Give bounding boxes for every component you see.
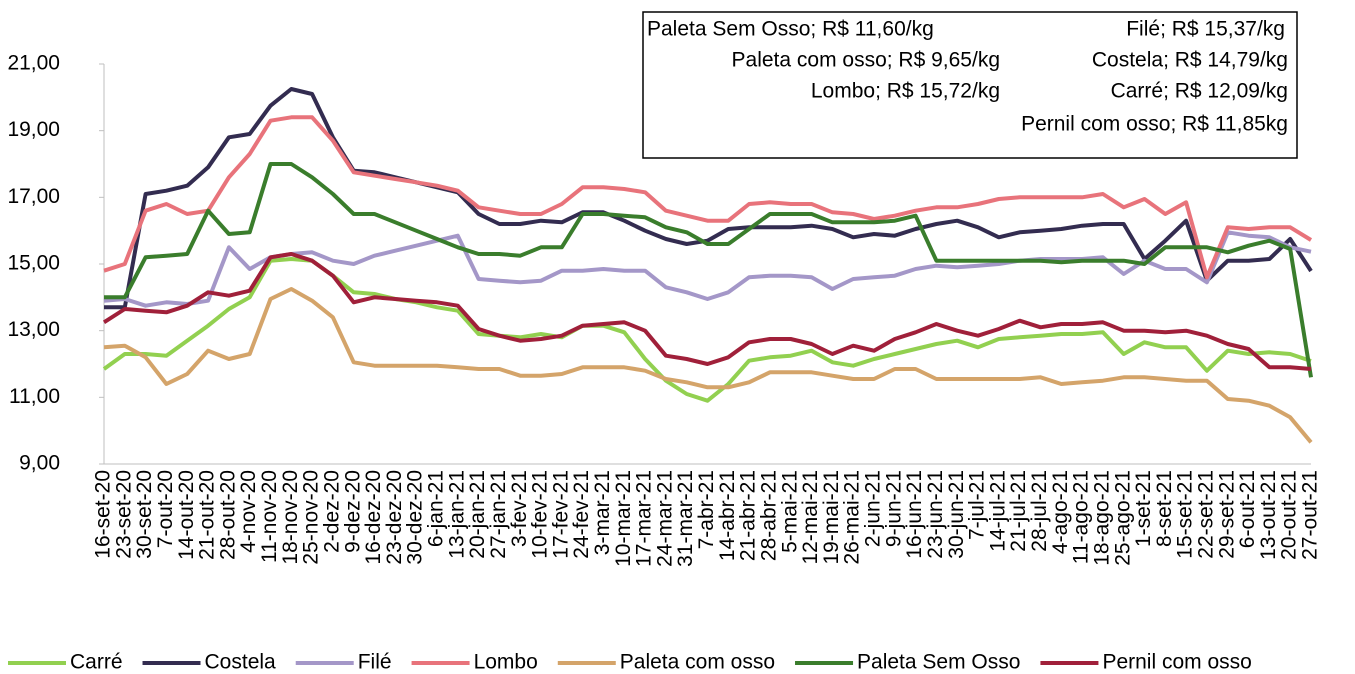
annotation: Pernil com osso; R$ 11,85kg (1021, 113, 1288, 136)
x-tick-label: 11-nov-20 (258, 470, 281, 563)
x-tick-label: 20-jan-21 (466, 470, 489, 559)
x-tick-label: 6-out-21 (1236, 470, 1259, 548)
x-tick-label: 30-jun-21 (945, 470, 968, 559)
y-tick-label: 13,00 (7, 318, 60, 341)
x-tick-label: 13-out-21 (1257, 470, 1280, 560)
x-tick-label: 9-jun-21 (882, 470, 905, 547)
x-tick-label: 30-dez-20 (404, 470, 427, 565)
legend-label: Paleta Sem Osso (857, 651, 1020, 674)
x-tick-label: 21-jul-21 (1007, 470, 1030, 552)
annotation: Costela; R$ 14,79/kg (1092, 49, 1288, 72)
x-tick-label: 25-ago-21 (1111, 470, 1134, 566)
x-tick-label: 16-set-20 (92, 470, 115, 559)
y-tick-label: 17,00 (7, 185, 60, 208)
y-tick-label: 11,00 (9, 385, 60, 408)
series-line (104, 162, 1313, 378)
x-tick-label: 28-jul-21 (1028, 470, 1051, 552)
x-tick-label: 14-abr-21 (716, 470, 739, 561)
x-tick-label: 12-mai-21 (799, 470, 822, 565)
x-tick-label: 17-fev-21 (549, 470, 572, 559)
x-tick-label: 3-fev-21 (508, 470, 531, 547)
legend-label: Carré (70, 651, 123, 674)
x-tick-label: 28-abr-21 (757, 470, 780, 561)
annotation: Paleta Sem Osso; R$ 11,60/kg (647, 18, 934, 41)
x-tick-label: 10-mar-21 (612, 470, 635, 567)
series-line (103, 230, 1312, 308)
x-tick-label: 27-out-21 (1299, 470, 1322, 560)
x-tick-label: 7-jul-21 (966, 470, 989, 540)
x-tick-label: 21-out-20 (196, 470, 219, 560)
x-tick-label: 18-nov-20 (279, 470, 302, 565)
x-tick-label: 16-dez-20 (362, 470, 385, 565)
x-tick-label: 18-ago-21 (1090, 470, 1113, 566)
annotation: Filé; R$ 15,37/kg (1126, 18, 1285, 41)
x-tick-label: 22-set-21 (1194, 470, 1217, 559)
x-tick-label: 23-jun-21 (924, 470, 947, 559)
x-tick-label: 2-dez-20 (320, 470, 343, 553)
x-tick-label: 10-fev-21 (529, 470, 552, 559)
legend-label: Costela (205, 651, 277, 674)
legend-label: Paleta com osso (620, 651, 775, 674)
x-tick-label: 2-jun-21 (862, 470, 885, 547)
x-tick-label: 16-jun-21 (903, 470, 926, 559)
x-tick-label: 21-abr-21 (737, 470, 760, 561)
y-tick-label: 15,00 (7, 252, 60, 275)
x-tick-label: 14-out-20 (175, 470, 198, 560)
x-tick-label: 19-mai-21 (820, 470, 843, 565)
annotation: Paleta com osso; R$ 9,65/kg (732, 49, 1000, 72)
series-line (103, 115, 1313, 280)
x-tick-label: 9-dez-20 (341, 470, 364, 553)
legend-label: Pernil com osso (1102, 651, 1251, 674)
x-tick-label: 7-out-20 (154, 470, 177, 548)
x-tick-label: 3-mar-21 (591, 470, 614, 555)
legend-label: Lombo (474, 651, 538, 674)
x-tick-label: 4-nov-20 (237, 470, 260, 553)
x-tick-label: 24-mar-21 (653, 470, 676, 567)
x-tick-label: 14-jul-21 (986, 470, 1009, 552)
x-tick-label: 1-set-21 (1132, 470, 1155, 547)
x-tick-label: 13-jan-21 (445, 470, 468, 559)
x-tick-label: 4-ago-21 (1049, 470, 1072, 554)
x-tick-label: 23-set-20 (112, 470, 135, 559)
x-tick-label: 27-jan-21 (487, 470, 510, 559)
x-tick-label: 8-set-21 (1153, 470, 1176, 547)
x-tick-label: 24-fev-21 (570, 470, 593, 559)
x-tick-label: 17-mar-21 (633, 470, 656, 567)
annotation: Lombo; R$ 15,72/kg (811, 80, 1000, 103)
x-tick-label: 11-ago-21 (1070, 470, 1093, 564)
x-tick-label: 6-jan-21 (425, 470, 448, 547)
series-line (102, 252, 1312, 371)
x-tick-label: 23-dez-20 (383, 470, 406, 565)
annotation-box (642, 11, 1298, 159)
y-tick-label: 19,00 (7, 118, 60, 141)
y-tick-label: 21,00 (7, 52, 60, 75)
x-tick-label: 7-abr-21 (695, 470, 718, 549)
x-tick-label: 28-out-20 (216, 470, 239, 560)
x-tick-label: 5-mai-21 (778, 470, 801, 553)
series-line (104, 87, 1313, 310)
y-tick-label: 9,00 (19, 452, 60, 475)
x-tick-label: 30-set-20 (133, 470, 156, 559)
x-tick-label: 26-mai-21 (841, 470, 864, 565)
series-line (103, 287, 1313, 444)
x-tick-label: 29-set-21 (1215, 470, 1238, 559)
annotation: Carré; R$ 12,09/kg (1111, 80, 1288, 103)
x-tick-label: 15-set-21 (1174, 470, 1197, 559)
x-tick-label: 31-mar-21 (674, 470, 697, 567)
x-tick-label: 25-nov-20 (300, 470, 323, 565)
legend-label: Filé (358, 651, 392, 674)
x-tick-label: 20-out-21 (1278, 470, 1301, 560)
